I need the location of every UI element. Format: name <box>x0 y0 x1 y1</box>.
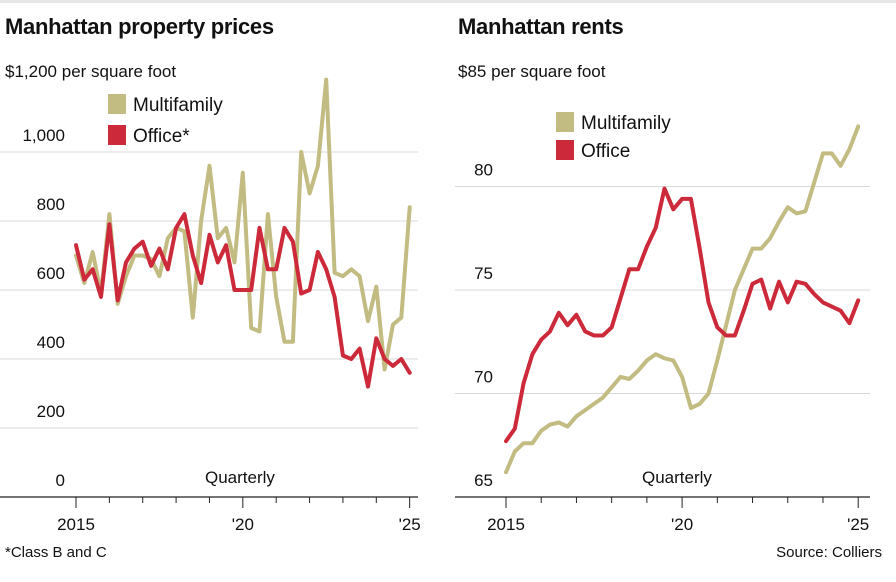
right-top-tick-label: $85 <box>458 62 487 81</box>
right-x-tick-label: 2015 <box>487 515 525 534</box>
right-y-tick-label: 65 <box>474 471 493 490</box>
right-legend-swatch-multifamily <box>556 112 574 132</box>
left-y-tick-label: 0 <box>56 471 65 490</box>
right-x-tick-label: '25 <box>847 515 869 534</box>
right-legend-label-multifamily: Multifamily <box>581 113 671 134</box>
top-rule <box>0 0 896 3</box>
right-y-tick-label: 75 <box>474 264 493 283</box>
right-x-tick-label: '20 <box>671 515 693 534</box>
left-legend-label-multifamily: Multifamily <box>133 95 223 116</box>
source-note: Source: Colliers <box>776 544 882 561</box>
left-y-tick-label: 1,000 <box>22 126 65 145</box>
left-series-line-office <box>74 212 412 389</box>
left-legend-swatch-office <box>108 125 126 145</box>
right-quarterly-annotation: Quarterly <box>642 468 712 487</box>
left-unit-text: per square foot <box>61 62 177 81</box>
left-y-tick-label: 200 <box>37 402 65 421</box>
right-legend-swatch-office <box>556 140 574 160</box>
left-unit-label: $1,200 per square foot <box>5 62 176 82</box>
left-quarterly-annotation: Quarterly <box>205 468 275 487</box>
footnote: *Class B and C <box>5 544 107 561</box>
left-y-tick-label: 800 <box>37 195 65 214</box>
right-legend-label-office: Office <box>581 141 630 162</box>
right-unit-label: $85 per square foot <box>458 62 605 82</box>
right-series-line-multifamily <box>504 124 861 475</box>
right-series-line-office <box>504 186 861 444</box>
left-series-line-multifamily <box>74 77 412 372</box>
left-top-tick-label: $1,200 <box>5 62 57 81</box>
left-legend-swatch-multifamily <box>108 94 126 114</box>
left-chart-title: Manhattan property prices <box>5 14 274 39</box>
left-x-tick-label: '25 <box>399 515 421 534</box>
right-y-tick-label: 80 <box>474 161 493 180</box>
right-y-tick-label: 70 <box>474 368 493 387</box>
right-unit-text: per square foot <box>491 62 606 81</box>
left-legend-label-office: Office* <box>133 126 190 147</box>
left-x-tick-label: '20 <box>232 515 254 534</box>
left-y-tick-label: 400 <box>37 333 65 352</box>
right-chart-title: Manhattan rents <box>458 14 624 39</box>
left-x-tick-label: 2015 <box>57 515 95 534</box>
left-y-tick-label: 600 <box>37 264 65 283</box>
